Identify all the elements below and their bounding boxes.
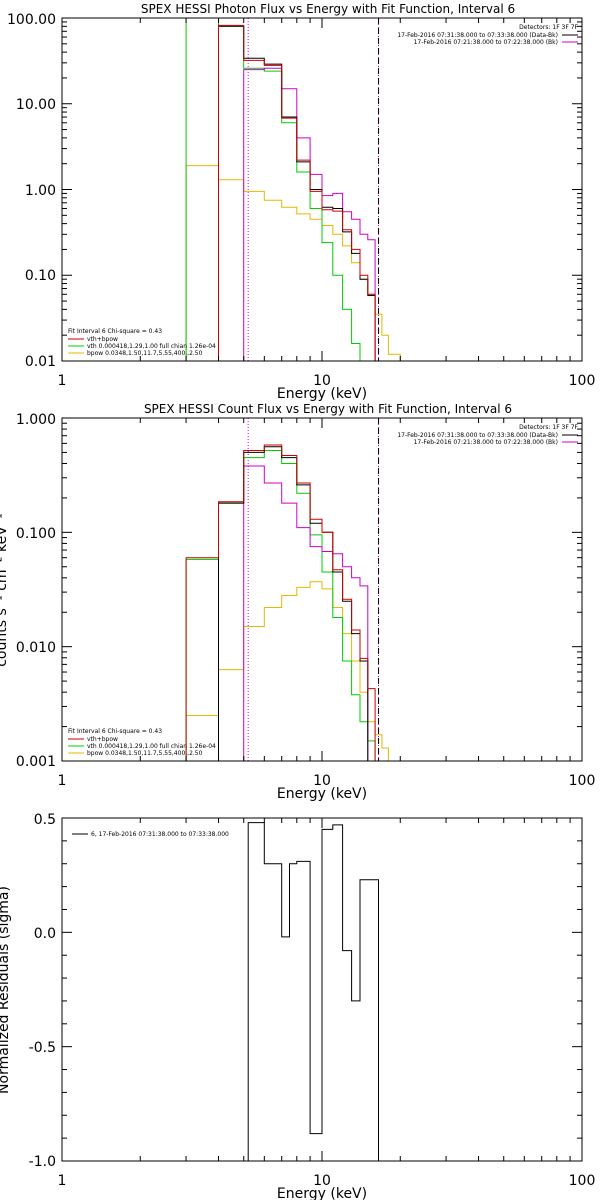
p3-xlabel: Energy (keV) [277,1186,367,1200]
p3-xtick-100: 100 [569,1173,596,1189]
p2-time-legend-bk: 17-Feb-2016 07:21:38.000 to 07:22:38.000… [414,439,558,446]
p2-ylabel: counts s⁻¹ cm⁻² keV⁻¹ [0,513,10,667]
p3-legend: 6, 17-Feb-2016 07:31:38.000 to 07:33:38.… [91,831,229,838]
photon-flux-title: SPEX HESSI Photon Flux vs Energy with Fi… [141,2,515,16]
p1-ytick-1: 0.10 [25,268,56,284]
background-histogram [243,465,369,761]
residuals-frame [61,817,583,1162]
p1-fit-total: vth+bpow [87,336,118,343]
p1-fit-header: Fit Interval 6 Chi-square = 0.43 [68,328,162,335]
p3-ytick-2: 0.0 [34,926,56,942]
p2-xtick-10: 10 [313,773,331,789]
total-histogram [185,444,376,761]
p2-ytick-2: 0.100 [16,526,56,542]
p1-fit-vth: vth 0.000418,1.29,1.00 full chian 1.26e-… [87,343,216,350]
p2-time-legend-data: 17-Feb-2016 07:31:38.000 to 07:33:38.000… [397,432,558,439]
p3-ylabel: Normalized Residuals (sigma) [0,886,12,1094]
p1-ytick-2: 1.00 [25,183,56,199]
p3-xtick-1: 1 [58,1173,67,1189]
bpow-histogram [185,165,401,361]
p2-fit-header: Fit Interval 6 Chi-square = 0.43 [68,728,162,735]
background-histogram [243,67,376,361]
p3-xtick-10: 10 [313,1173,331,1189]
p1-xtick-1: 1 [58,373,67,389]
p2-ytick-1: 0.010 [16,640,56,656]
p3-ytick-1: -0.5 [29,1040,56,1056]
residual-histogram [247,822,379,1161]
p1-xtick-10: 10 [313,373,331,389]
p1-ytick-3: 10.00 [16,97,56,113]
photon-flux-frame [61,17,583,362]
p1-ytick-0: 0.01 [25,354,56,370]
p1-xtick-100: 100 [569,373,596,389]
residuals-ticks [62,818,582,1161]
p2-ytick-3: 1.000 [16,412,56,428]
vth-histogram [185,450,382,762]
count-flux-panel: SPEX HESSI Count Flux vs Energy with Fit… [0,402,595,802]
photon-flux-panel: SPEX HESSI Photon Flux vs Energy with Fi… [7,2,595,402]
p1-ytick-4: 100.00 [7,12,56,28]
p1-detectors: Detectors: 1F 3F 7F [519,24,578,31]
p1-xlabel: Energy (keV) [277,386,367,402]
p2-fit-total: vth+bpow [87,736,118,743]
p1-fit-bpow: bpow 0.0348,1.50,11.7,5.55,400.,2.50 [87,350,203,357]
vth-histogram [185,17,361,361]
photon-flux-series [185,17,401,361]
total-histogram [218,24,376,361]
count-flux-title: SPEX HESSI Count Flux vs Energy with Fit… [144,402,512,416]
p3-ytick-3: 0.5 [34,812,56,828]
data-histogram [218,446,369,761]
p2-fit-vth: vth 0.000418,1.29,1.00 full chian 1.26e-… [87,743,216,750]
count-flux-ticks [62,418,582,761]
p1-time-legend-bk: 17-Feb-2016 07:21:38.000 to 07:22:38.000… [414,39,558,46]
p3-ytick-0: -1.0 [29,1154,56,1170]
count-flux-frame [61,417,583,762]
p2-xtick-1: 1 [58,773,67,789]
p2-ytick-0: 0.001 [16,754,56,770]
p1-time-legend-data: 17-Feb-2016 07:31:38.000 to 07:33:38.000… [397,32,558,39]
p2-fit-bpow: bpow 0.0348,1.50,11.7,5.55,400.,2.50 [87,750,203,757]
residuals-panel: 1 10 100 -1.0 -0.5 0.0 0.5 Energy (keV) … [0,812,595,1200]
p2-xtick-100: 100 [569,773,596,789]
residuals-series [247,822,379,1161]
p2-xlabel: Energy (keV) [277,786,367,802]
count-flux-series [185,418,401,762]
p2-detectors: Detectors: 1F 3F 7F [519,424,578,431]
photon-flux-ticks [62,18,582,361]
